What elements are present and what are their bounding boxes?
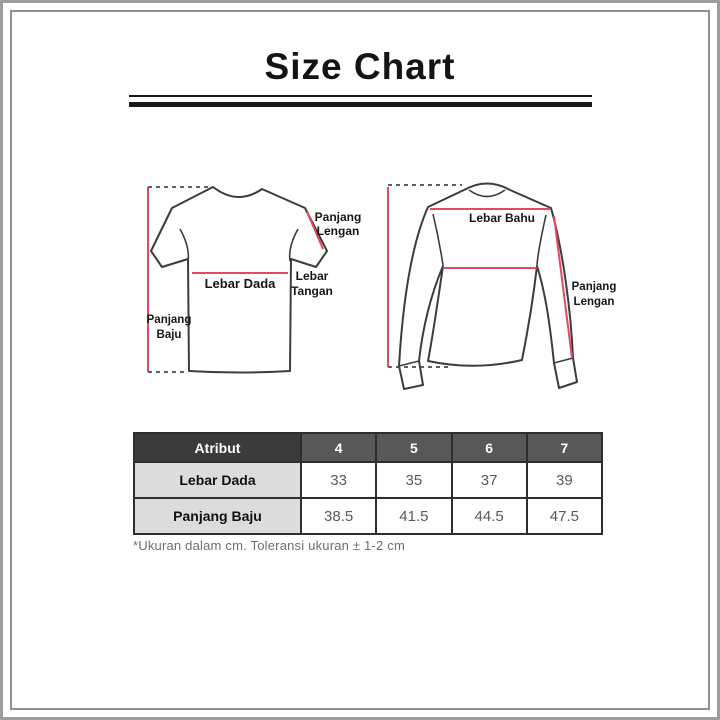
table-header-row: Atribut 4 5 6 7 — [133, 432, 604, 463]
label-lebar-dada: Lebar Dada — [205, 276, 277, 291]
label-panjang-lengan-right-line1: Panjang — [572, 281, 617, 293]
label-panjang-lengan-line1: Panjang — [315, 210, 362, 224]
header-cell-size-4: 4 — [299, 432, 378, 463]
sleeve-measure-line-right — [553, 215, 573, 359]
tshirt-outline — [150, 186, 328, 374]
cell-value: 37 — [450, 461, 528, 499]
tshirt-armhole-left — [179, 228, 190, 262]
label-panjang-lengan-right-line2: Lengan — [574, 296, 615, 308]
table-row-panjang-baju: Panjang Baju 38.5 41.5 44.5 47.5 — [133, 497, 604, 535]
title-divider-thick — [129, 102, 592, 107]
label-lebar-tangan-line1: Lebar — [296, 269, 329, 283]
longsleeve-cuff-right — [553, 357, 574, 364]
cell-value: 35 — [375, 461, 453, 499]
row-label: Lebar Dada — [133, 461, 302, 499]
cell-value: 44.5 — [450, 497, 528, 535]
page-title: Size Chart — [264, 46, 456, 87]
tshirt-armhole-right — [288, 228, 299, 262]
label-lebar-tangan-line2: Tangan — [291, 284, 333, 298]
longsleeve-cuff-left — [398, 360, 420, 367]
size-table: Atribut 4 5 6 7 Lebar Dada 33 35 37 39 P… — [133, 432, 604, 535]
row-label: Panjang Baju — [133, 497, 302, 535]
label-lebar-bahu: Lebar Bahu — [469, 211, 535, 225]
cell-value: 38.5 — [299, 497, 378, 535]
longsleeve-armseam-right — [536, 214, 547, 266]
cell-value: 47.5 — [525, 497, 604, 535]
header-cell-size-6: 6 — [450, 432, 528, 463]
cell-value: 39 — [525, 461, 604, 499]
header-cell-size-7: 7 — [525, 432, 604, 463]
header-cell-atribut: Atribut — [133, 432, 302, 463]
header-cell-size-5: 5 — [375, 432, 453, 463]
longsleeve-outline — [398, 182, 578, 390]
label-panjang-baju-line2: Baju — [157, 329, 182, 341]
longsleeve-collar-inner — [468, 189, 506, 198]
table-row-lebar-dada: Lebar Dada 33 35 37 39 — [133, 461, 604, 499]
footnote: *Ukuran dalam cm. Toleransi ukuran ± 1-2… — [133, 538, 405, 553]
longsleeve-armseam-left — [432, 213, 444, 266]
label-panjang-baju-line1: Panjang — [147, 314, 192, 326]
longsleeve-diagram: Lebar Bahu Panjang Lengan — [387, 182, 617, 390]
title-divider-thin — [129, 95, 592, 97]
tshirt-diagram: Lebar Dada Panjang Lengan Lebar Tangan P… — [147, 186, 362, 374]
sleeve-measure-line — [306, 211, 324, 250]
label-panjang-lengan-line2: Lengan — [317, 224, 360, 238]
cell-value: 33 — [299, 461, 378, 499]
cell-value: 41.5 — [375, 497, 453, 535]
